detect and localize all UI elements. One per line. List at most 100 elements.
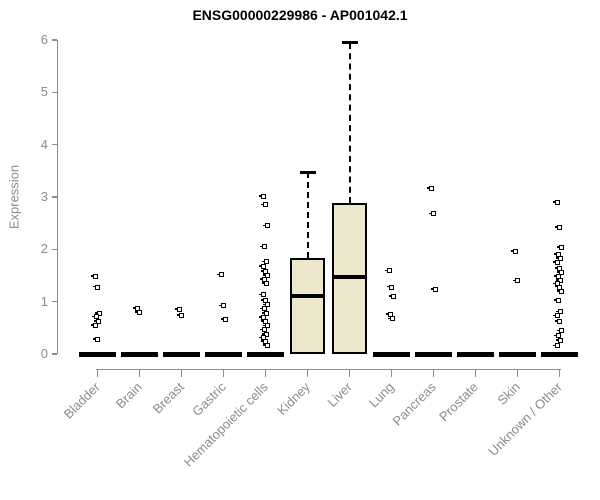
y-axis-line (56, 40, 58, 354)
y-axis-tick (51, 91, 57, 94)
y-axis-tick-label: 6 (40, 32, 48, 47)
zero-median-bar (205, 352, 242, 357)
zero-median-bar (373, 352, 410, 357)
outlier-point (262, 310, 269, 316)
chart-title: ENSG00000229986 - AP001042.1 (192, 7, 408, 23)
y-axis-tick-label: 4 (40, 136, 48, 152)
outlier-point (135, 309, 142, 315)
outlier-point (261, 202, 268, 208)
outlier-point (263, 223, 270, 229)
x-axis-tick (264, 370, 267, 377)
y-axis-tick-label: 1 (40, 293, 48, 309)
whisker-cap (341, 41, 358, 44)
outlier-point (385, 268, 392, 274)
outlier-point (259, 264, 266, 270)
outlier-point (557, 269, 564, 275)
outlier-point (177, 312, 184, 318)
outlier-point (95, 310, 102, 316)
x-axis-tick (306, 370, 309, 377)
outlier-point (91, 273, 98, 279)
outlier-point (221, 316, 228, 322)
outlier-point (555, 318, 562, 324)
outlier-point (556, 255, 563, 261)
outlier-point (427, 185, 434, 191)
zero-median-bar (121, 352, 158, 357)
whisker-line (348, 42, 351, 203)
outlier-point (389, 293, 396, 299)
outlier-point (555, 224, 562, 230)
x-axis-tick (432, 370, 435, 377)
outlier-point (175, 307, 182, 313)
outlier-point (511, 248, 518, 254)
outlier-point (431, 286, 438, 292)
outlier-point (262, 259, 269, 265)
outlier-point (553, 343, 560, 349)
box-kidney (290, 258, 325, 354)
outlier-point (554, 297, 561, 303)
outlier-point (262, 280, 269, 286)
zero-median-bar (499, 352, 536, 357)
x-axis-tick (348, 370, 351, 377)
y-axis-tick (51, 143, 57, 146)
outlier-point (556, 309, 563, 315)
x-axis-line (96, 368, 561, 370)
outlier-point (554, 333, 561, 339)
y-axis-tick-label: 5 (40, 84, 48, 100)
outlier-point (513, 278, 520, 284)
outlier-point (260, 244, 267, 250)
outlier-point (553, 313, 560, 319)
whisker-line (306, 172, 309, 259)
y-axis-tick (51, 196, 57, 198)
y-axis-tick (51, 300, 57, 303)
zero-median-bar (247, 352, 284, 357)
outlier-point (219, 303, 226, 309)
median-line (334, 274, 365, 279)
y-axis-tick (51, 39, 57, 41)
x-axis-tick (516, 370, 519, 377)
zero-median-bar (457, 352, 494, 357)
y-axis-tick (51, 248, 57, 251)
outlier-point (557, 288, 564, 294)
x-axis-tick (138, 370, 141, 377)
outlier-point (93, 336, 100, 342)
x-axis-tick (558, 370, 561, 377)
outlier-point (556, 337, 563, 343)
y-axis-tick-label: 2 (40, 241, 48, 257)
y-axis-tick (51, 353, 57, 355)
outlier-point (94, 318, 101, 324)
outlier-point (557, 328, 564, 334)
outlier-point (263, 323, 270, 329)
outlier-point (263, 302, 270, 308)
x-axis-tick (96, 370, 99, 377)
outlier-point (387, 284, 394, 290)
x-axis-tick (222, 370, 225, 377)
outlier-point (93, 284, 100, 290)
outlier-point (556, 277, 563, 283)
outlier-point (217, 272, 224, 278)
zero-median-bar (79, 352, 116, 357)
outlier-point (553, 199, 560, 205)
x-axis-tick (390, 370, 393, 377)
outlier-point (261, 297, 268, 303)
x-axis-tick (180, 370, 183, 377)
zero-median-bar (163, 352, 200, 357)
outlier-point (386, 311, 393, 317)
outlier-point (429, 211, 436, 217)
x-axis-tick (474, 370, 477, 377)
outlier-point (91, 322, 98, 328)
y-axis-tick-label: 3 (40, 189, 48, 204)
outlier-point (557, 244, 564, 250)
zero-median-bar (415, 352, 452, 357)
zero-median-bar (541, 352, 578, 357)
outlier-point (259, 292, 266, 298)
outlier-point (259, 193, 266, 199)
outlier-point (263, 273, 270, 278)
whisker-cap (299, 171, 316, 174)
outlier-point (263, 342, 270, 348)
median-line (292, 294, 323, 299)
outlier-point (262, 331, 269, 337)
outlier-point (388, 316, 395, 322)
outlier-point (553, 259, 560, 265)
y-axis-tick-label: 0 (40, 346, 48, 361)
